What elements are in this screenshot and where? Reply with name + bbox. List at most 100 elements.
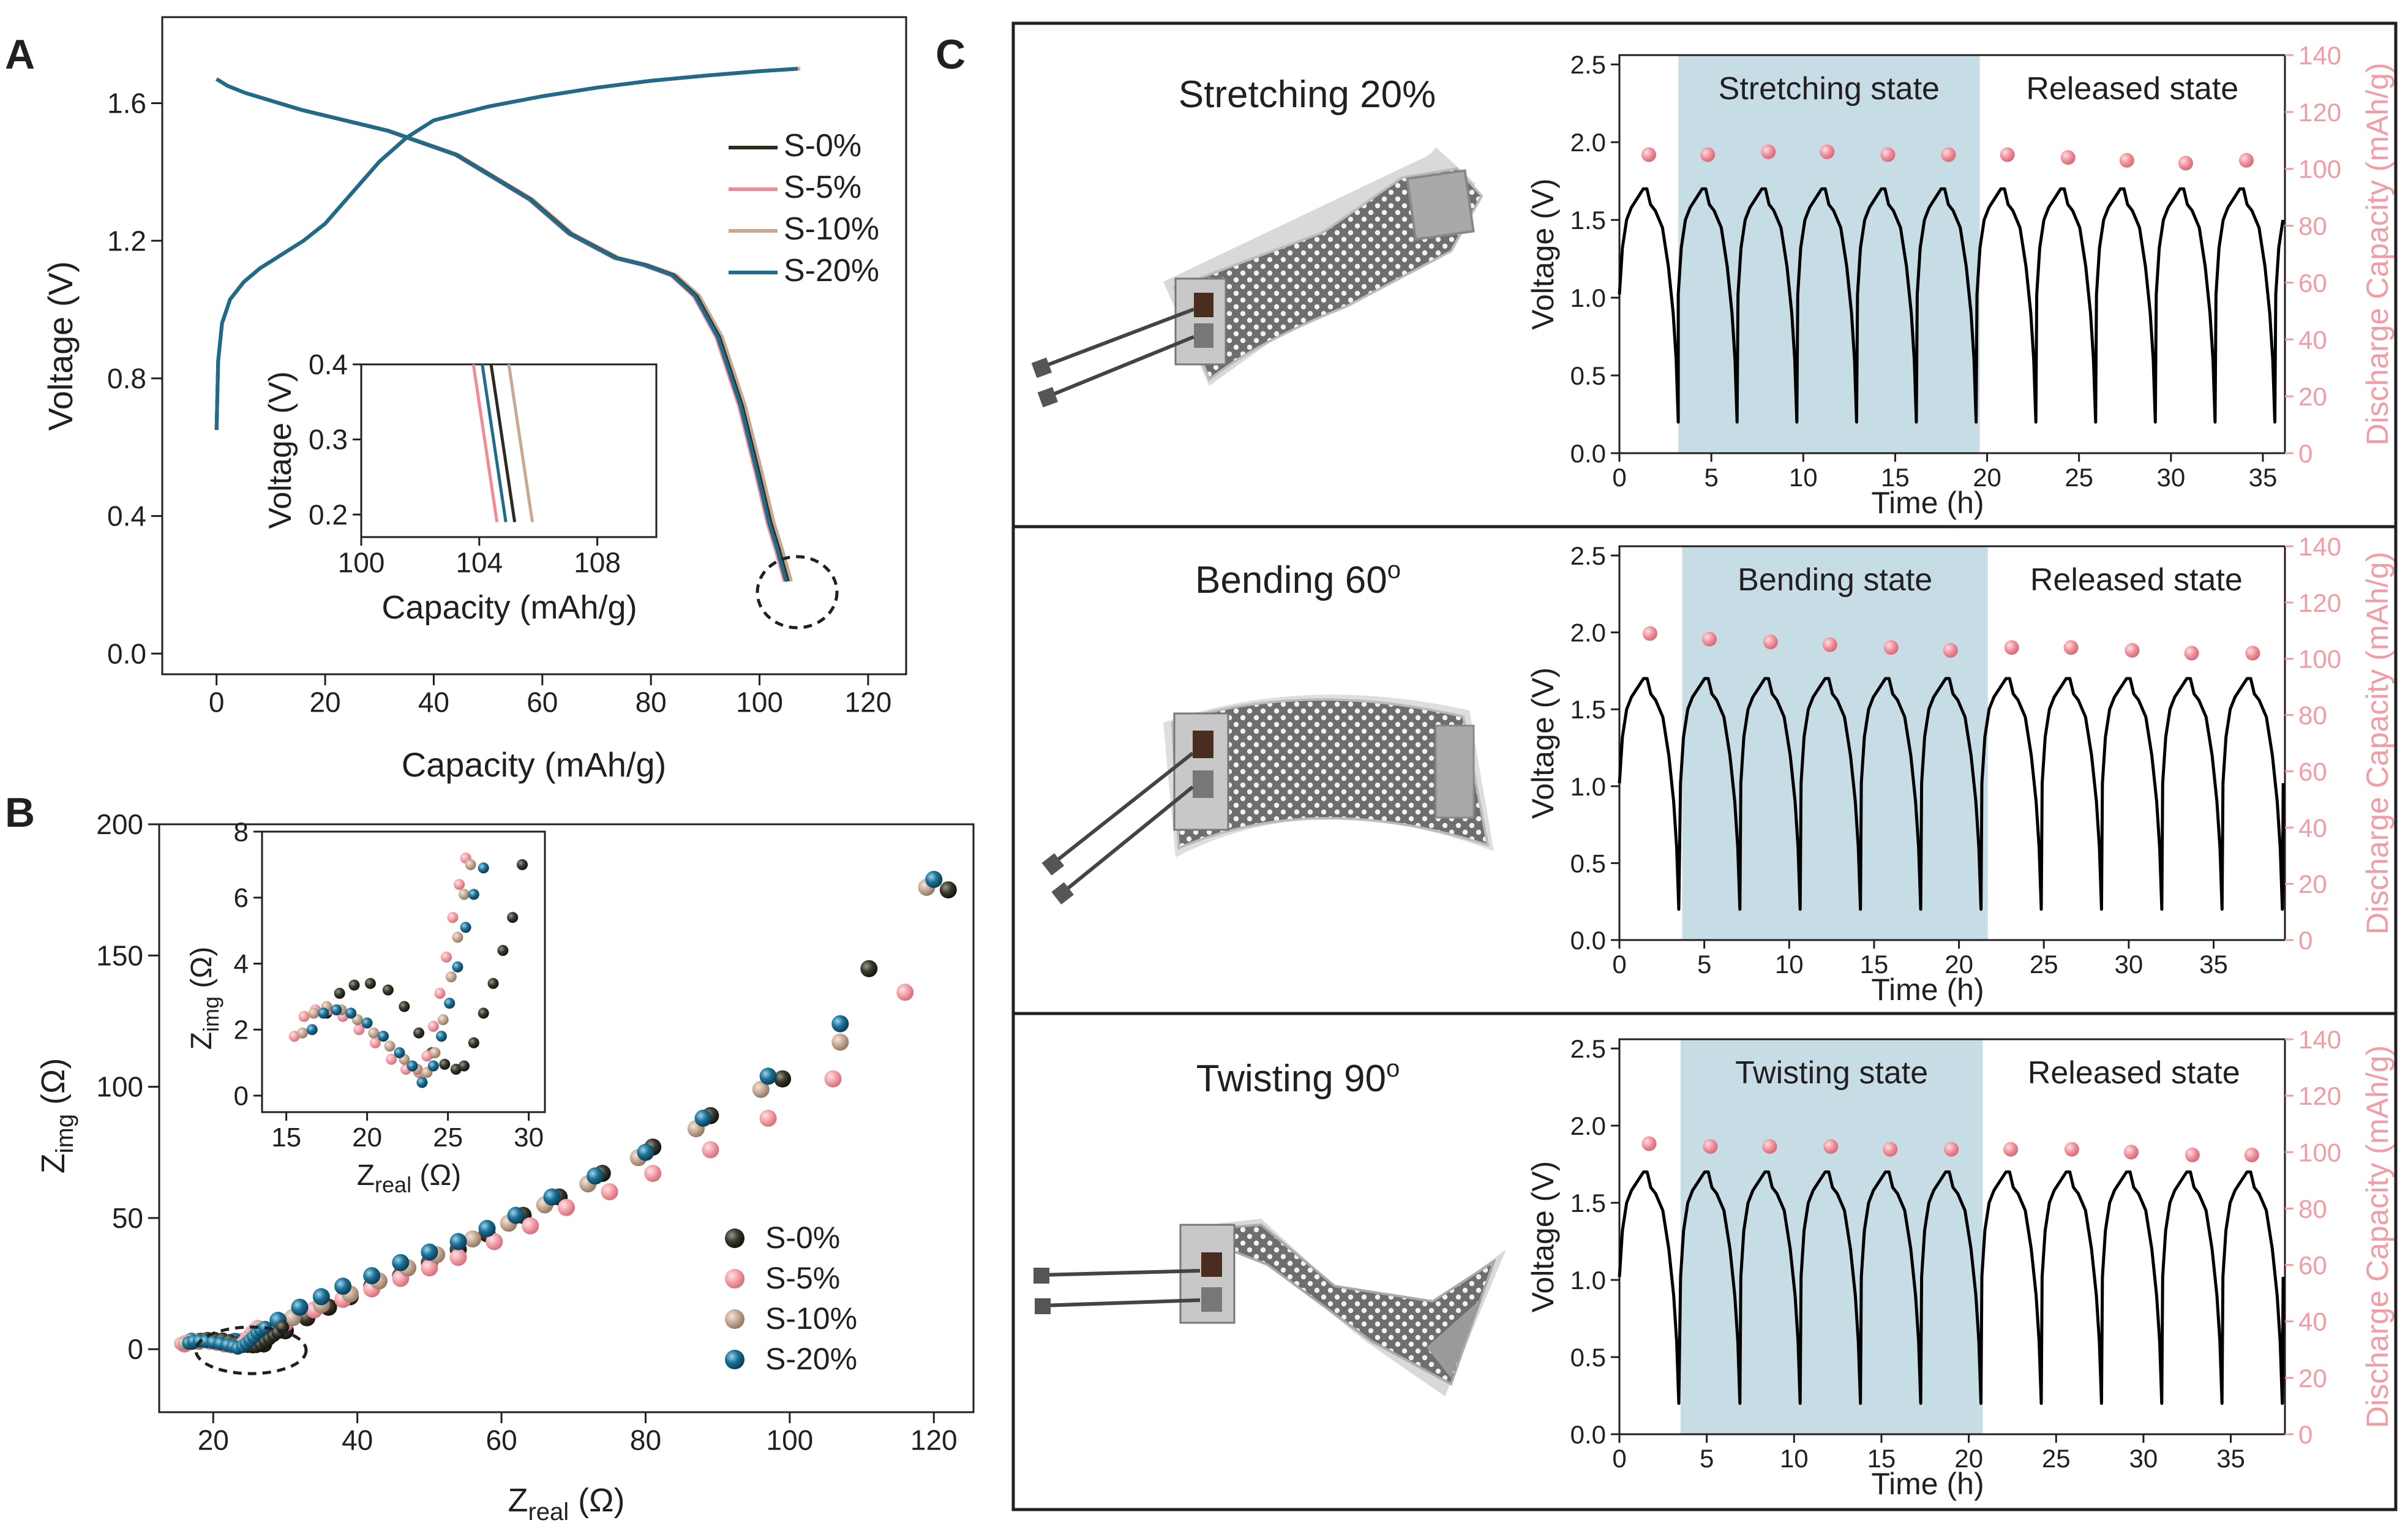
capacity-point (2064, 1142, 2079, 1157)
panel-a-x-label: Capacity (mAh/g) (402, 745, 667, 784)
panel-a-inset: 100 104 108 0.2 0.3 0.4 Capacity (mAh/g) Vol… (263, 348, 658, 626)
state-label: Twisting state (1735, 1055, 1928, 1091)
capacity-axis-label: Discharge Capacity (mAh/g) (2360, 62, 2395, 445)
time-tick-label: 25 (2042, 1444, 2071, 1473)
inset-point-S-0% (478, 1007, 489, 1019)
point-S-5% (824, 1070, 842, 1088)
inset-point-S-0% (487, 977, 499, 989)
time-tick-label: 20 (1973, 463, 2001, 492)
inset-point-S-0% (413, 1027, 425, 1039)
inset-point-S-20% (361, 1017, 373, 1029)
panel-b-inset-x-label-main: Z (357, 1159, 375, 1192)
panel-b-inset-x-tick-label: 25 (433, 1123, 463, 1153)
panel-b-inset-x-tick-label: 15 (271, 1123, 301, 1153)
capacity-point (2000, 147, 2015, 162)
panel-b-inset-y-tick-label: 8 (234, 817, 249, 847)
panel-letter-c: C (936, 31, 966, 78)
panel-a-x-ticks: 0 20 40 60 80 100 120 (209, 674, 891, 718)
stretched-battery-photo (1031, 147, 1483, 408)
capacity-point (2123, 1145, 2139, 1160)
capacity-point (1642, 626, 1657, 641)
capacity-tick-label: 100 (2298, 155, 2341, 184)
bend-title-degree: o (1387, 557, 1401, 584)
capacity-tick-label: 80 (2298, 212, 2327, 241)
panel-a-x-tick-label: 20 (309, 687, 340, 718)
capacity-point (1700, 147, 1716, 162)
capacity-point (1941, 147, 1956, 162)
capacity-point (2003, 1142, 2019, 1157)
inset-point-S-10% (384, 1040, 396, 1052)
inset-point-S-10% (459, 889, 470, 900)
voltage-tick-label: 0.5 (1570, 361, 1606, 390)
inset-point-S-5% (369, 1037, 381, 1048)
point-S-0% (939, 881, 957, 899)
capacity-tick-label: 60 (2298, 1251, 2327, 1280)
inset-point-S-20% (306, 1024, 318, 1036)
inset-point-S-0% (439, 1058, 451, 1070)
capacity-point (2185, 1147, 2200, 1162)
voltage-tick-label: 1.0 (1570, 1266, 1606, 1295)
panel-a-x-tick-label: 80 (636, 687, 667, 718)
time-tick-label: 10 (1775, 950, 1804, 979)
inset-point-S-20% (345, 1007, 357, 1019)
voltage-tick-label: 2.0 (1570, 1112, 1606, 1140)
inset-point-S-0% (399, 1001, 410, 1012)
voltage-tick-label: 1.5 (1570, 206, 1606, 235)
point-S-20% (312, 1288, 330, 1306)
point-S-5% (558, 1198, 575, 1216)
panel-b-inset-y-tick-label: 6 (234, 883, 249, 913)
voltage-tick-label: 0.0 (1570, 926, 1606, 955)
panel-c-stretch-chart: Stretching state Released state 0.0 0.5 1.0 1… (1526, 41, 2395, 520)
panel-b-y-label-unit: (Ω) (35, 1058, 72, 1114)
point-S-20% (694, 1110, 712, 1127)
time-tick-label: 30 (2129, 1444, 2158, 1473)
point-S-10% (831, 1033, 849, 1051)
panel-a-y-tick-label: 1.2 (107, 225, 146, 257)
panel-b-inset-y-label-sub: img (198, 996, 223, 1032)
voltage-tick-label: 0.5 (1570, 1343, 1606, 1372)
time-tick-label: 5 (1704, 463, 1718, 492)
inset-point-S-10% (429, 1047, 441, 1058)
discharge-curve-S-20% (216, 77, 788, 582)
panel-b-inset-y-label-unit: (Ω) (186, 947, 218, 996)
time-tick-label: 0 (1612, 1444, 1626, 1473)
legend-label-S-20%: S-20% (765, 1342, 857, 1376)
panel-b-inset-points (288, 852, 528, 1088)
legend-label-S-20%: S-20% (784, 253, 879, 288)
panel-c-row-twist-frame (1011, 1012, 2398, 1511)
voltage-tick-label: 1.5 (1570, 1189, 1606, 1217)
time-tick-label: 0 (1612, 950, 1626, 979)
panel-b-x-label: Zreal (Ω) (508, 1482, 625, 1525)
point-S-20% (449, 1233, 467, 1251)
panel-b-inset-y-tick-label: 0 (234, 1081, 249, 1111)
arc-point-S-0% (276, 1320, 290, 1334)
inset-line-S-10% (507, 364, 534, 522)
inset-point-S-0% (517, 859, 528, 870)
panel-a-y-label: Voltage (V) (41, 261, 80, 431)
plot-frame (1618, 545, 2286, 941)
capacity-point (2125, 642, 2140, 658)
legend-label-S-0%: S-0% (784, 128, 861, 164)
capacity-point (1880, 147, 1896, 162)
inset-point-S-20% (427, 1060, 439, 1072)
capacity-tick-label: 60 (2298, 268, 2327, 297)
capacity-point (1703, 1139, 1718, 1154)
capacity-point (1883, 1142, 1898, 1157)
voltage-tick-label: 1.0 (1570, 772, 1606, 801)
panel-b-y-tick-label: 200 (96, 808, 143, 840)
point-S-5% (449, 1249, 467, 1266)
capacity-tick-label: 20 (2298, 870, 2327, 898)
inset-point-S-0% (507, 912, 519, 923)
inset-point-S-0% (348, 979, 360, 991)
point-S-20% (831, 1015, 849, 1033)
state-label: Stretching state (1719, 71, 1940, 107)
point-S-0% (860, 960, 878, 977)
inset-point-S-0% (382, 984, 394, 996)
voltage-tick-label: 2.5 (1570, 541, 1606, 570)
panel-a-inset-frame (360, 363, 658, 538)
inset-line-S-0% (489, 364, 517, 522)
panel-b-y-label: Zimg (Ω) (35, 1058, 78, 1174)
panel-b-y-label-main: Z (35, 1153, 72, 1173)
panel-b-inset-y-label-main: Z (186, 1032, 218, 1050)
